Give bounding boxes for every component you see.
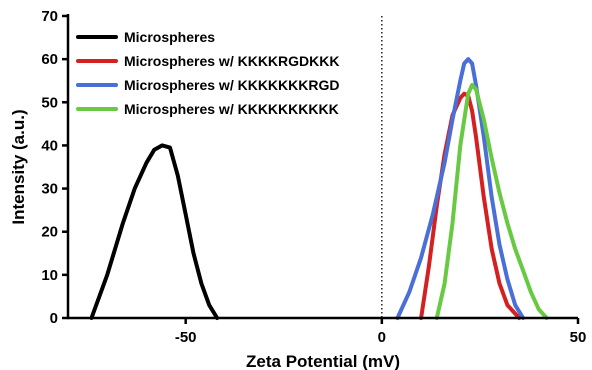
y-tick-label: 60 [41,51,58,68]
y-tick-label: 30 [41,181,58,198]
x-tick-label: 50 [570,329,587,346]
legend-label-3: Microspheres w/ KKKKKKKRGD [124,77,339,93]
legend-label-1: Microspheres [124,29,215,45]
legend-label-4: Microspheres w/ KKKKKKKKKK [124,101,339,117]
y-tick-label: 70 [41,8,58,25]
y-tick-label: 10 [41,267,58,284]
series-line-3 [395,57,526,320]
legend-label-2: Microspheres w/ KKKKRGDKKK [124,53,339,69]
x-tick-label: 0 [378,329,386,346]
y-tick-label: 40 [41,137,58,154]
y-axis-title: Intensity (a.u.) [9,109,28,224]
x-tick-label: -50 [175,329,197,346]
x-axis-title: Zeta Potential (mV) [246,352,400,370]
y-tick-label: 20 [41,224,58,241]
y-tick-label: 0 [50,310,58,327]
series-line-4 [434,83,549,320]
y-tick-label: 50 [41,94,58,111]
series-line-1 [89,143,220,320]
